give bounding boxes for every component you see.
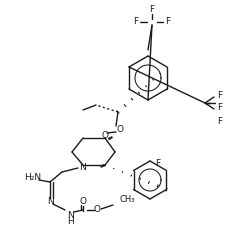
Text: F: F	[217, 104, 223, 112]
Text: O: O	[79, 198, 86, 206]
Text: F: F	[149, 6, 155, 15]
Text: H: H	[67, 217, 73, 227]
Text: F: F	[155, 160, 161, 169]
Text: F: F	[133, 17, 139, 26]
Text: O: O	[102, 131, 109, 140]
Text: F: F	[165, 17, 171, 26]
Text: O: O	[94, 205, 101, 214]
Text: F: F	[217, 90, 223, 100]
Text: H₂N: H₂N	[24, 173, 42, 182]
Text: F: F	[217, 116, 223, 125]
Text: CH₃: CH₃	[120, 196, 136, 205]
Text: O: O	[117, 125, 124, 135]
Text: N: N	[67, 210, 73, 219]
Text: N: N	[80, 164, 86, 173]
Text: N: N	[47, 198, 53, 206]
